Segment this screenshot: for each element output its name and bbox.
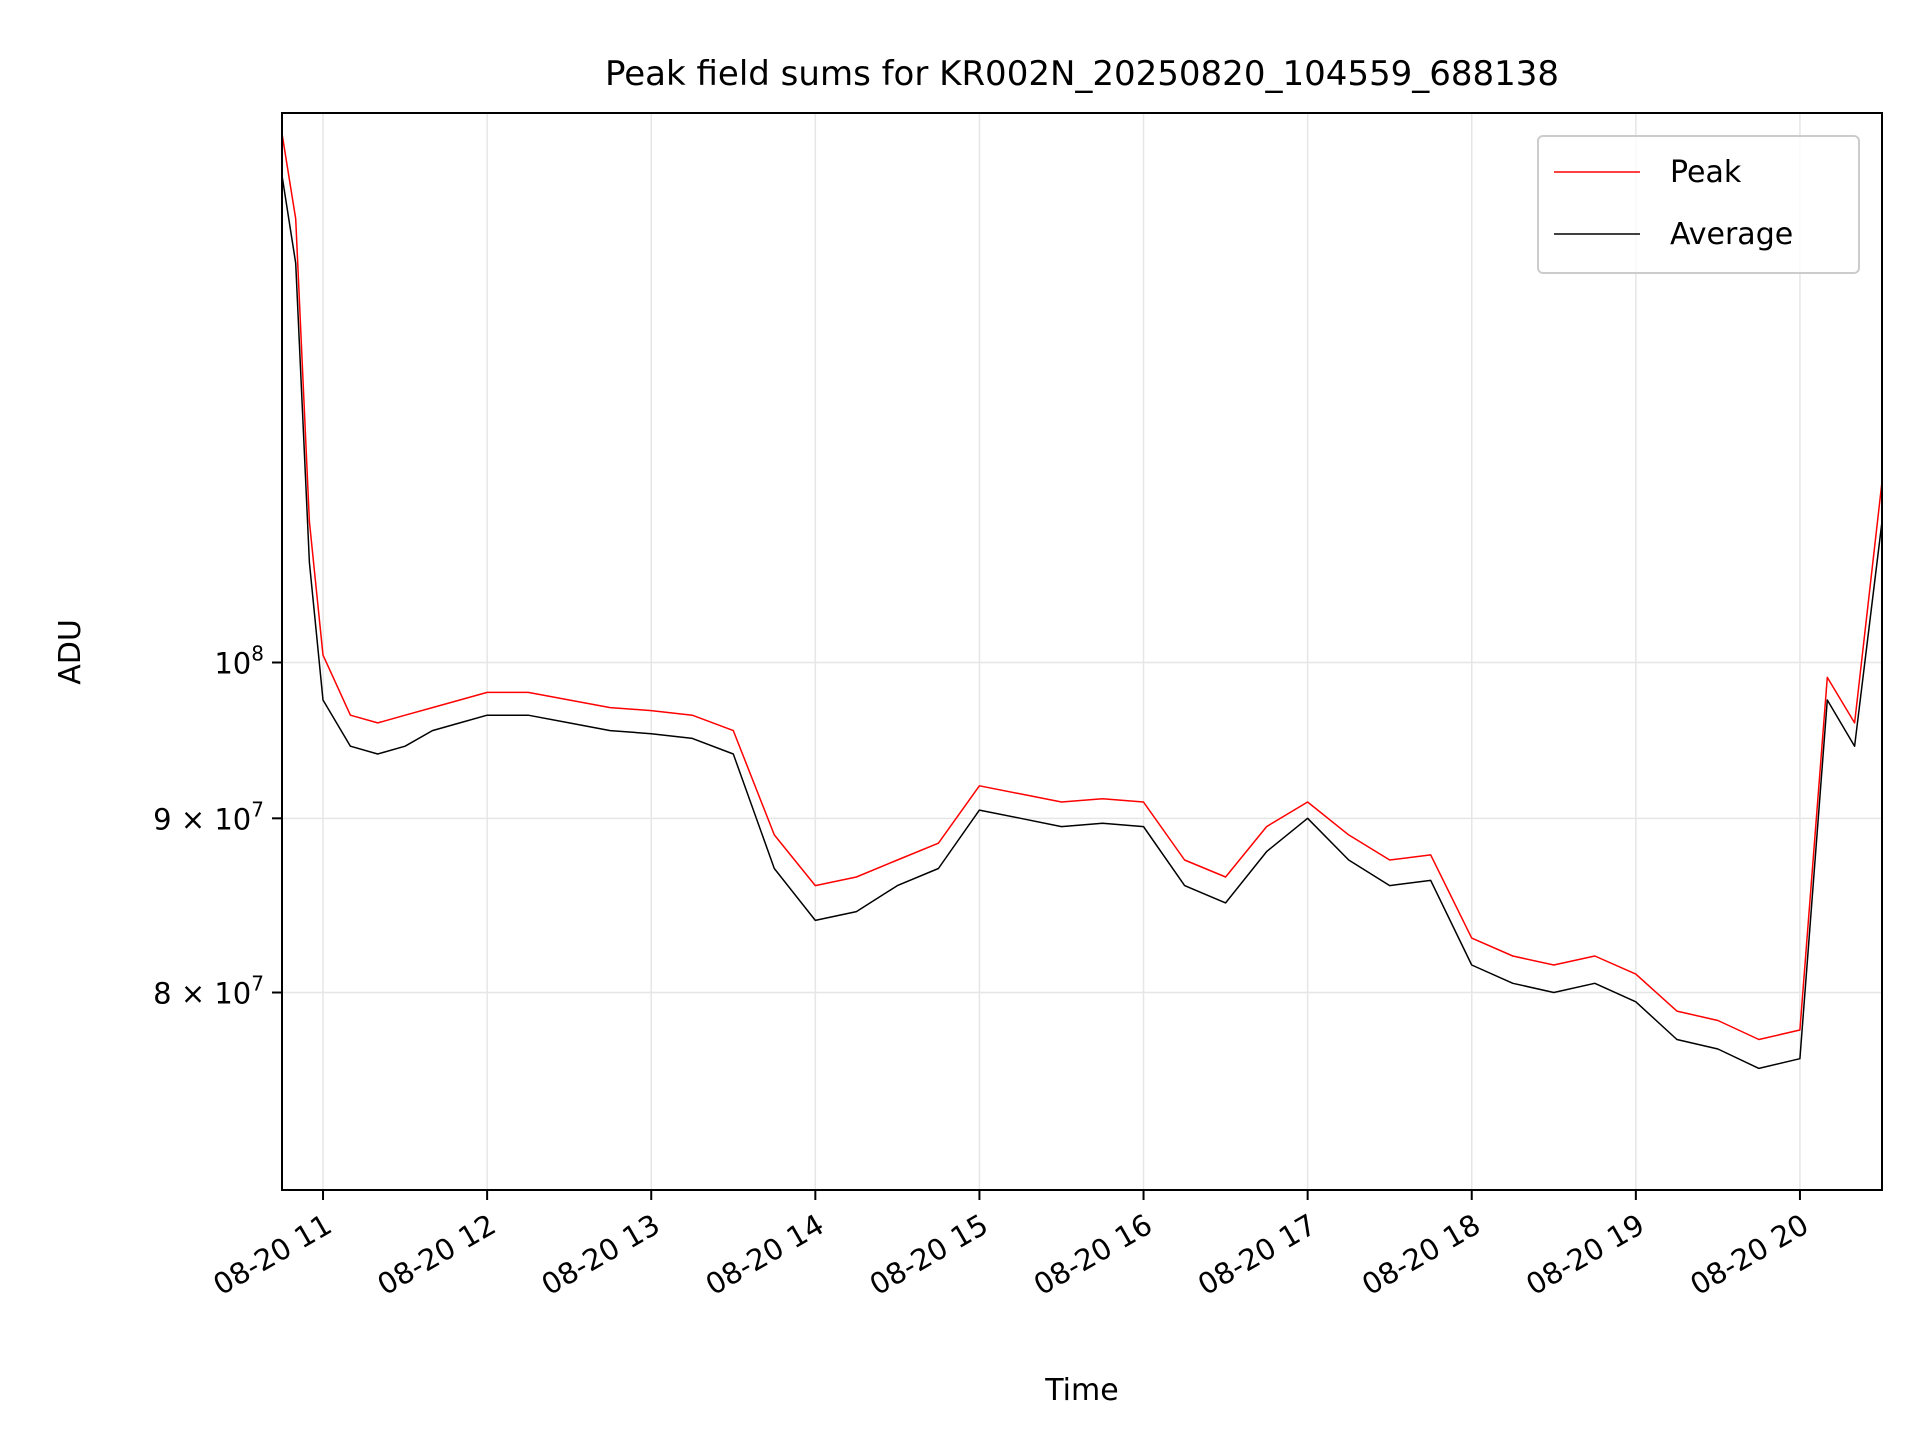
series-layer xyxy=(281,133,1883,1070)
y-tick-label: 108 xyxy=(214,642,264,681)
x-axis-label: Time xyxy=(1044,1373,1118,1408)
series-line-peak xyxy=(281,133,1883,1041)
plot-frame xyxy=(281,112,1883,1191)
legend: Peak Average xyxy=(1537,135,1860,274)
legend-label-average: Average xyxy=(1670,217,1793,252)
legend-box xyxy=(1537,135,1860,274)
y-ticks: 8 × 107 9 × 107 108 xyxy=(153,642,282,1011)
legend-label-peak: Peak xyxy=(1670,155,1742,190)
y-tick-label: 8 × 107 xyxy=(153,972,264,1011)
y-axis-label: ADU xyxy=(53,619,88,685)
y-tick-label: 9 × 107 xyxy=(153,797,264,836)
chart-title: Peak field sums for KR002N_20250820_1045… xyxy=(605,54,1559,94)
series-line-average xyxy=(281,175,1883,1070)
